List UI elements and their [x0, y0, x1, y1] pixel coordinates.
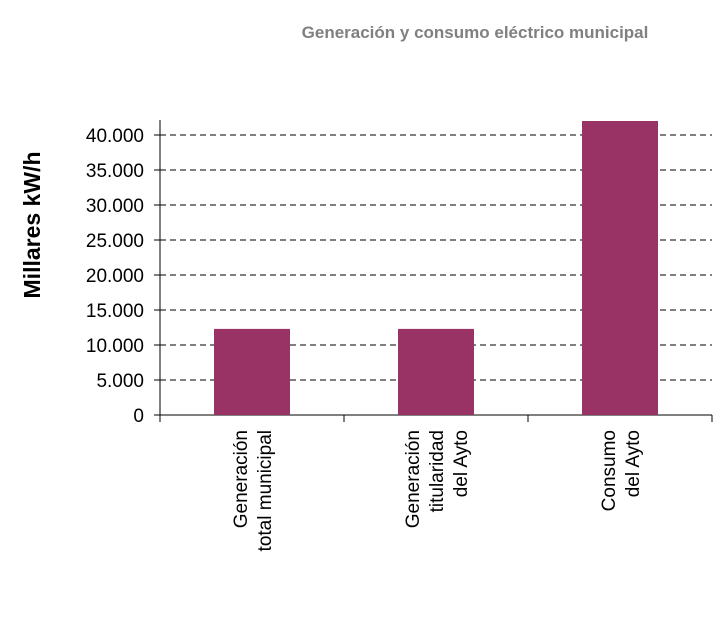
y-tick-label: 20.000 — [86, 266, 144, 287]
x-tick-label: Generación titularidad del Ayto — [403, 430, 472, 528]
bar — [398, 328, 474, 415]
chart-title: Generación y consumo eléctrico municipal — [302, 23, 649, 42]
y-tick-label: 40.000 — [86, 126, 144, 147]
y-tick-label: 25.000 — [86, 231, 144, 252]
y-tick-label: 35.000 — [86, 161, 144, 182]
y-tick-label: 10.000 — [86, 336, 144, 357]
bar — [214, 328, 290, 415]
y-axis-label: Millares kW/h — [19, 152, 45, 299]
x-tick-label: Consumo del Ayto — [599, 430, 644, 511]
y-tick-label: 15.000 — [86, 301, 144, 322]
y-tick-label: 0 — [133, 406, 144, 427]
bar — [582, 121, 658, 415]
y-tick-label: 5.000 — [96, 371, 144, 392]
x-tick-label: Generación total municipal — [231, 430, 276, 551]
y-tick-label: 30.000 — [86, 196, 144, 217]
